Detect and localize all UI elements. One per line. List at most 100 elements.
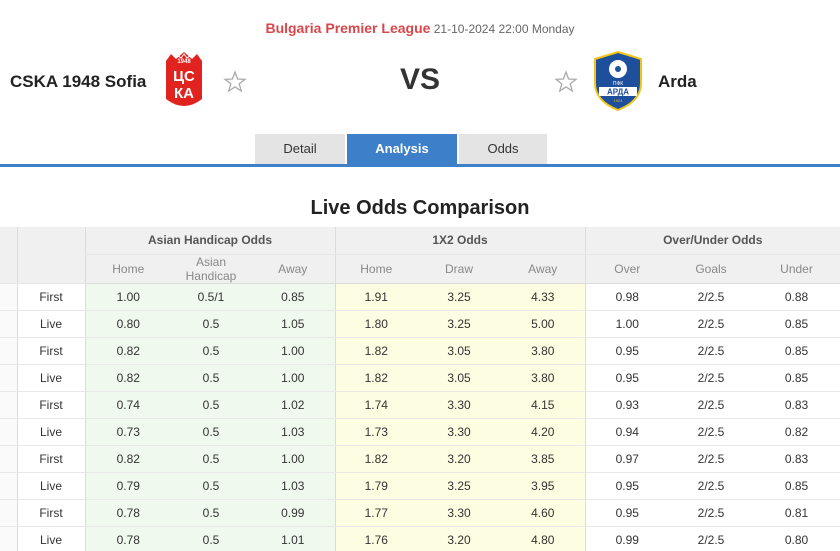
odds-cell[interactable]: 0.85 — [251, 283, 335, 311]
odds-cell[interactable]: 4.80 — [501, 526, 585, 551]
odds-cell[interactable]: 1.03 — [251, 472, 335, 500]
odds-cell[interactable]: 0.85 — [753, 310, 840, 338]
odds-cell[interactable]: 1.00 — [251, 364, 335, 392]
odds-cell[interactable]: 3.80 — [501, 337, 585, 365]
tab-odds[interactable]: Odds — [459, 134, 547, 164]
odds-cell[interactable]: 0.99 — [251, 499, 335, 527]
odds-cell[interactable]: 0.5 — [171, 364, 251, 392]
odds-cell[interactable]: 3.25 — [417, 283, 501, 311]
odds-cell[interactable]: 3.05 — [417, 337, 501, 365]
odds-cell[interactable]: 1.77 — [334, 499, 417, 527]
odds-cell[interactable]: 1.73 — [334, 418, 417, 446]
odds-cell[interactable]: 1.91 — [334, 283, 417, 311]
odds-cell[interactable]: 1.82 — [334, 364, 417, 392]
odds-cell[interactable]: 2/2.5 — [669, 526, 753, 551]
odds-cell[interactable]: 3.30 — [417, 418, 501, 446]
odds-cell[interactable]: 0.5 — [171, 337, 251, 365]
table-row[interactable]: Live 0.82 0.5 1.00 1.82 3.05 3.80 0.95 2… — [0, 364, 840, 392]
odds-cell[interactable]: 1.00 — [251, 337, 335, 365]
odds-cell[interactable]: 0.5/1 — [171, 283, 251, 311]
odds-cell[interactable]: 3.80 — [501, 364, 585, 392]
odds-cell[interactable]: 0.5 — [171, 526, 251, 551]
odds-cell[interactable]: 1.02 — [251, 391, 335, 419]
odds-cell[interactable]: 2/2.5 — [669, 337, 753, 365]
table-row[interactable]: Live 0.73 0.5 1.03 1.73 3.30 4.20 0.94 2… — [0, 418, 840, 446]
odds-cell[interactable]: 0.78 — [84, 499, 171, 527]
odds-cell[interactable]: 1.00 — [584, 310, 669, 338]
odds-cell[interactable]: 0.5 — [171, 472, 251, 500]
odds-cell[interactable]: 1.80 — [334, 310, 417, 338]
odds-cell[interactable]: 2/2.5 — [669, 418, 753, 446]
odds-cell[interactable]: 3.20 — [417, 445, 501, 473]
odds-cell[interactable]: 4.60 — [501, 499, 585, 527]
odds-cell[interactable]: 0.85 — [753, 364, 840, 392]
odds-cell[interactable]: 2/2.5 — [669, 283, 753, 311]
odds-cell[interactable]: 0.5 — [171, 310, 251, 338]
odds-cell[interactable]: 4.33 — [501, 283, 585, 311]
tab-analysis[interactable]: Analysis — [347, 134, 457, 164]
odds-cell[interactable]: 0.82 — [84, 364, 171, 392]
home-team-name[interactable]: CSKA 1948 Sofia — [10, 72, 147, 91]
odds-cell[interactable]: 1.82 — [334, 445, 417, 473]
odds-cell[interactable]: 1.05 — [251, 310, 335, 338]
odds-cell[interactable]: 1.00 — [251, 445, 335, 473]
odds-cell[interactable]: 0.85 — [753, 337, 840, 365]
odds-cell[interactable]: 0.83 — [753, 445, 840, 473]
favorite-star-icon[interactable] — [554, 70, 578, 94]
arda-crest-icon[interactable]: ПФК АРДА 1924 — [592, 51, 644, 111]
odds-cell[interactable]: 0.78 — [84, 526, 171, 551]
odds-cell[interactable]: 0.88 — [753, 283, 840, 311]
odds-cell[interactable]: 2/2.5 — [669, 445, 753, 473]
odds-cell[interactable]: 0.82 — [84, 445, 171, 473]
odds-cell[interactable]: 0.5 — [171, 418, 251, 446]
odds-cell[interactable]: 0.83 — [753, 391, 840, 419]
tab-detail[interactable]: Detail — [255, 134, 345, 164]
cska-crest-icon[interactable]: 1948 ЦС КА — [163, 51, 205, 113]
table-row[interactable]: Live 0.78 0.5 1.01 1.76 3.20 4.80 0.99 2… — [0, 526, 840, 551]
odds-cell[interactable]: 5.00 — [501, 310, 585, 338]
table-row[interactable]: Live 0.80 0.5 1.05 1.80 3.25 5.00 1.00 2… — [0, 310, 840, 338]
odds-cell[interactable]: 3.25 — [417, 472, 501, 500]
odds-cell[interactable]: 2/2.5 — [669, 364, 753, 392]
odds-cell[interactable]: 2/2.5 — [669, 499, 753, 527]
table-row[interactable]: First 0.78 0.5 0.99 1.77 3.30 4.60 0.95 … — [0, 499, 840, 527]
odds-cell[interactable]: 0.97 — [584, 445, 669, 473]
odds-cell[interactable]: 0.80 — [753, 526, 840, 551]
odds-cell[interactable]: 0.79 — [84, 472, 171, 500]
odds-cell[interactable]: 1.76 — [334, 526, 417, 551]
odds-cell[interactable]: 0.73 — [84, 418, 171, 446]
odds-cell[interactable]: 1.74 — [334, 391, 417, 419]
table-row[interactable]: First 0.82 0.5 1.00 1.82 3.05 3.80 0.95 … — [0, 337, 840, 365]
favorite-star-icon[interactable] — [223, 70, 247, 94]
league-name[interactable]: Bulgaria Premier League — [265, 20, 431, 36]
odds-cell[interactable]: 0.81 — [753, 499, 840, 527]
odds-cell[interactable]: 1.00 — [84, 283, 171, 311]
odds-cell[interactable]: 4.20 — [501, 418, 585, 446]
odds-cell[interactable]: 1.01 — [251, 526, 335, 551]
odds-cell[interactable]: 3.05 — [417, 364, 501, 392]
odds-cell[interactable]: 0.5 — [171, 445, 251, 473]
odds-cell[interactable]: 1.79 — [334, 472, 417, 500]
odds-cell[interactable]: 0.74 — [84, 391, 171, 419]
odds-cell[interactable]: 2/2.5 — [669, 391, 753, 419]
odds-cell[interactable]: 0.5 — [171, 391, 251, 419]
odds-cell[interactable]: 0.95 — [584, 499, 669, 527]
odds-cell[interactable]: 3.85 — [501, 445, 585, 473]
table-row[interactable]: First 1.00 0.5/1 0.85 1.91 3.25 4.33 0.9… — [0, 283, 840, 311]
odds-cell[interactable]: 2/2.5 — [669, 472, 753, 500]
odds-cell[interactable]: 0.93 — [584, 391, 669, 419]
table-row[interactable]: First 0.74 0.5 1.02 1.74 3.30 4.15 0.93 … — [0, 391, 840, 419]
odds-cell[interactable]: 0.5 — [171, 499, 251, 527]
odds-cell[interactable]: 3.25 — [417, 310, 501, 338]
odds-cell[interactable]: 0.94 — [584, 418, 669, 446]
odds-cell[interactable]: 3.30 — [417, 499, 501, 527]
odds-cell[interactable]: 3.30 — [417, 391, 501, 419]
odds-cell[interactable]: 0.98 — [584, 283, 669, 311]
odds-cell[interactable]: 0.80 — [84, 310, 171, 338]
odds-cell[interactable]: 2/2.5 — [669, 310, 753, 338]
odds-cell[interactable]: 0.95 — [584, 364, 669, 392]
odds-cell[interactable]: 1.03 — [251, 418, 335, 446]
odds-cell[interactable]: 0.82 — [753, 418, 840, 446]
table-row[interactable]: Live 0.79 0.5 1.03 1.79 3.25 3.95 0.95 2… — [0, 472, 840, 500]
odds-cell[interactable]: 0.95 — [584, 472, 669, 500]
